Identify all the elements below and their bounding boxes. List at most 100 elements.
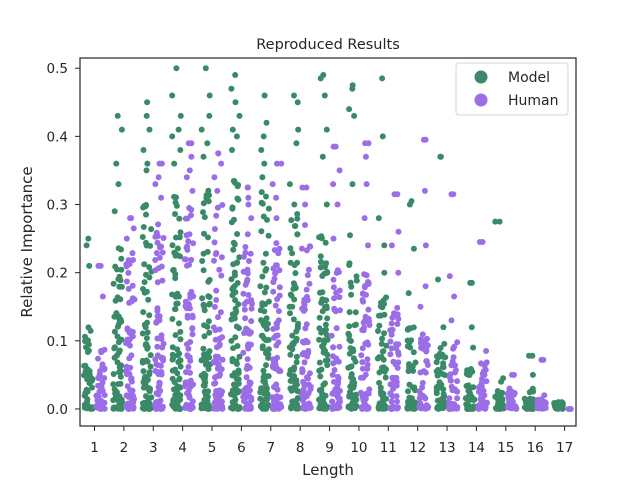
data-point-human [160,340,167,347]
data-point-model [175,293,182,300]
data-point-model [465,371,471,378]
data-point-human [300,350,307,356]
data-point-model [470,344,477,351]
data-point-model [174,352,181,359]
data-point-human [336,343,343,350]
data-point-model [81,362,88,369]
data-point-model [291,223,298,229]
data-point-model [349,181,356,188]
data-point-model [143,167,150,174]
data-point-human [190,240,197,247]
data-point-model [407,344,414,351]
data-point-human [153,229,160,236]
data-point-human [510,389,517,396]
data-point-human [422,242,429,249]
data-point-model [286,303,293,310]
data-point-human [211,174,218,181]
data-point-model [405,290,412,297]
data-point-human [305,350,312,356]
data-point-human [330,276,337,283]
data-point-model [146,264,153,271]
data-point-model [89,384,95,391]
data-point-model [289,332,296,339]
data-point-human [332,404,339,411]
data-point-model [177,328,184,335]
data-point-model [348,363,355,370]
data-point-model [286,371,293,378]
x-tick-label: 4 [178,440,187,456]
data-point-model [144,160,151,167]
data-point-model [169,356,176,363]
data-point-human [245,201,252,208]
data-point-model [115,181,122,188]
data-point-human [361,404,368,411]
data-point-model [230,289,237,296]
data-point-human [304,297,311,304]
data-point-model [235,301,242,308]
data-point-human [451,293,458,300]
data-point-model [353,277,360,284]
data-point-human [278,160,285,167]
data-point-model [410,245,417,252]
data-point-model [199,258,206,264]
data-point-human [189,325,196,332]
data-point-human [211,239,218,246]
data-point-model [229,372,236,379]
data-point-human [273,215,280,222]
data-point-model [321,92,328,99]
data-point-human [483,359,490,366]
data-point-model [176,376,183,383]
data-point-human [182,256,189,263]
data-point-human [333,269,340,276]
data-point-model [294,231,301,238]
x-tick-label: 1 [90,440,99,456]
data-point-model [292,380,299,387]
data-point-human [361,215,368,222]
data-point-model [291,296,298,303]
data-point-model [176,358,183,365]
data-point-human [248,305,255,312]
data-point-human [337,398,343,405]
data-point-human [243,374,250,381]
data-point-model [291,201,298,208]
data-point-model [376,322,383,329]
data-point-human [362,153,369,160]
data-point-human [182,215,189,222]
data-point-model [116,347,123,354]
data-point-model [146,274,153,281]
data-point-model [468,324,475,331]
data-point-model [435,276,441,283]
data-point-human [300,386,307,393]
data-point-human [101,375,108,381]
data-point-human [424,342,431,349]
data-point-human [362,140,369,147]
data-point-human [188,404,195,410]
data-point-model [318,258,324,265]
data-point-human [248,318,255,325]
data-point-model [114,266,120,273]
data-point-model [292,270,299,277]
data-point-human [211,226,218,232]
data-point-human [156,313,163,320]
data-point-model [258,147,265,153]
data-point-model [230,345,237,352]
data-point-human [213,212,220,219]
data-point-human [158,243,165,250]
data-point-model [111,208,118,215]
data-point-human [243,389,250,395]
data-point-human [124,326,131,333]
data-point-model [147,363,154,370]
data-point-model [288,217,295,224]
data-point-model [316,234,323,241]
data-point-model [232,72,239,78]
data-point-model [349,82,356,89]
data-point-human [422,283,429,290]
data-point-model [377,404,384,411]
data-point-model [170,396,177,403]
data-point-human [95,355,101,362]
data-point-model [171,306,178,313]
data-point-model [466,389,473,396]
data-point-human [336,294,343,301]
data-point-human [153,250,160,256]
data-point-model [287,245,294,252]
